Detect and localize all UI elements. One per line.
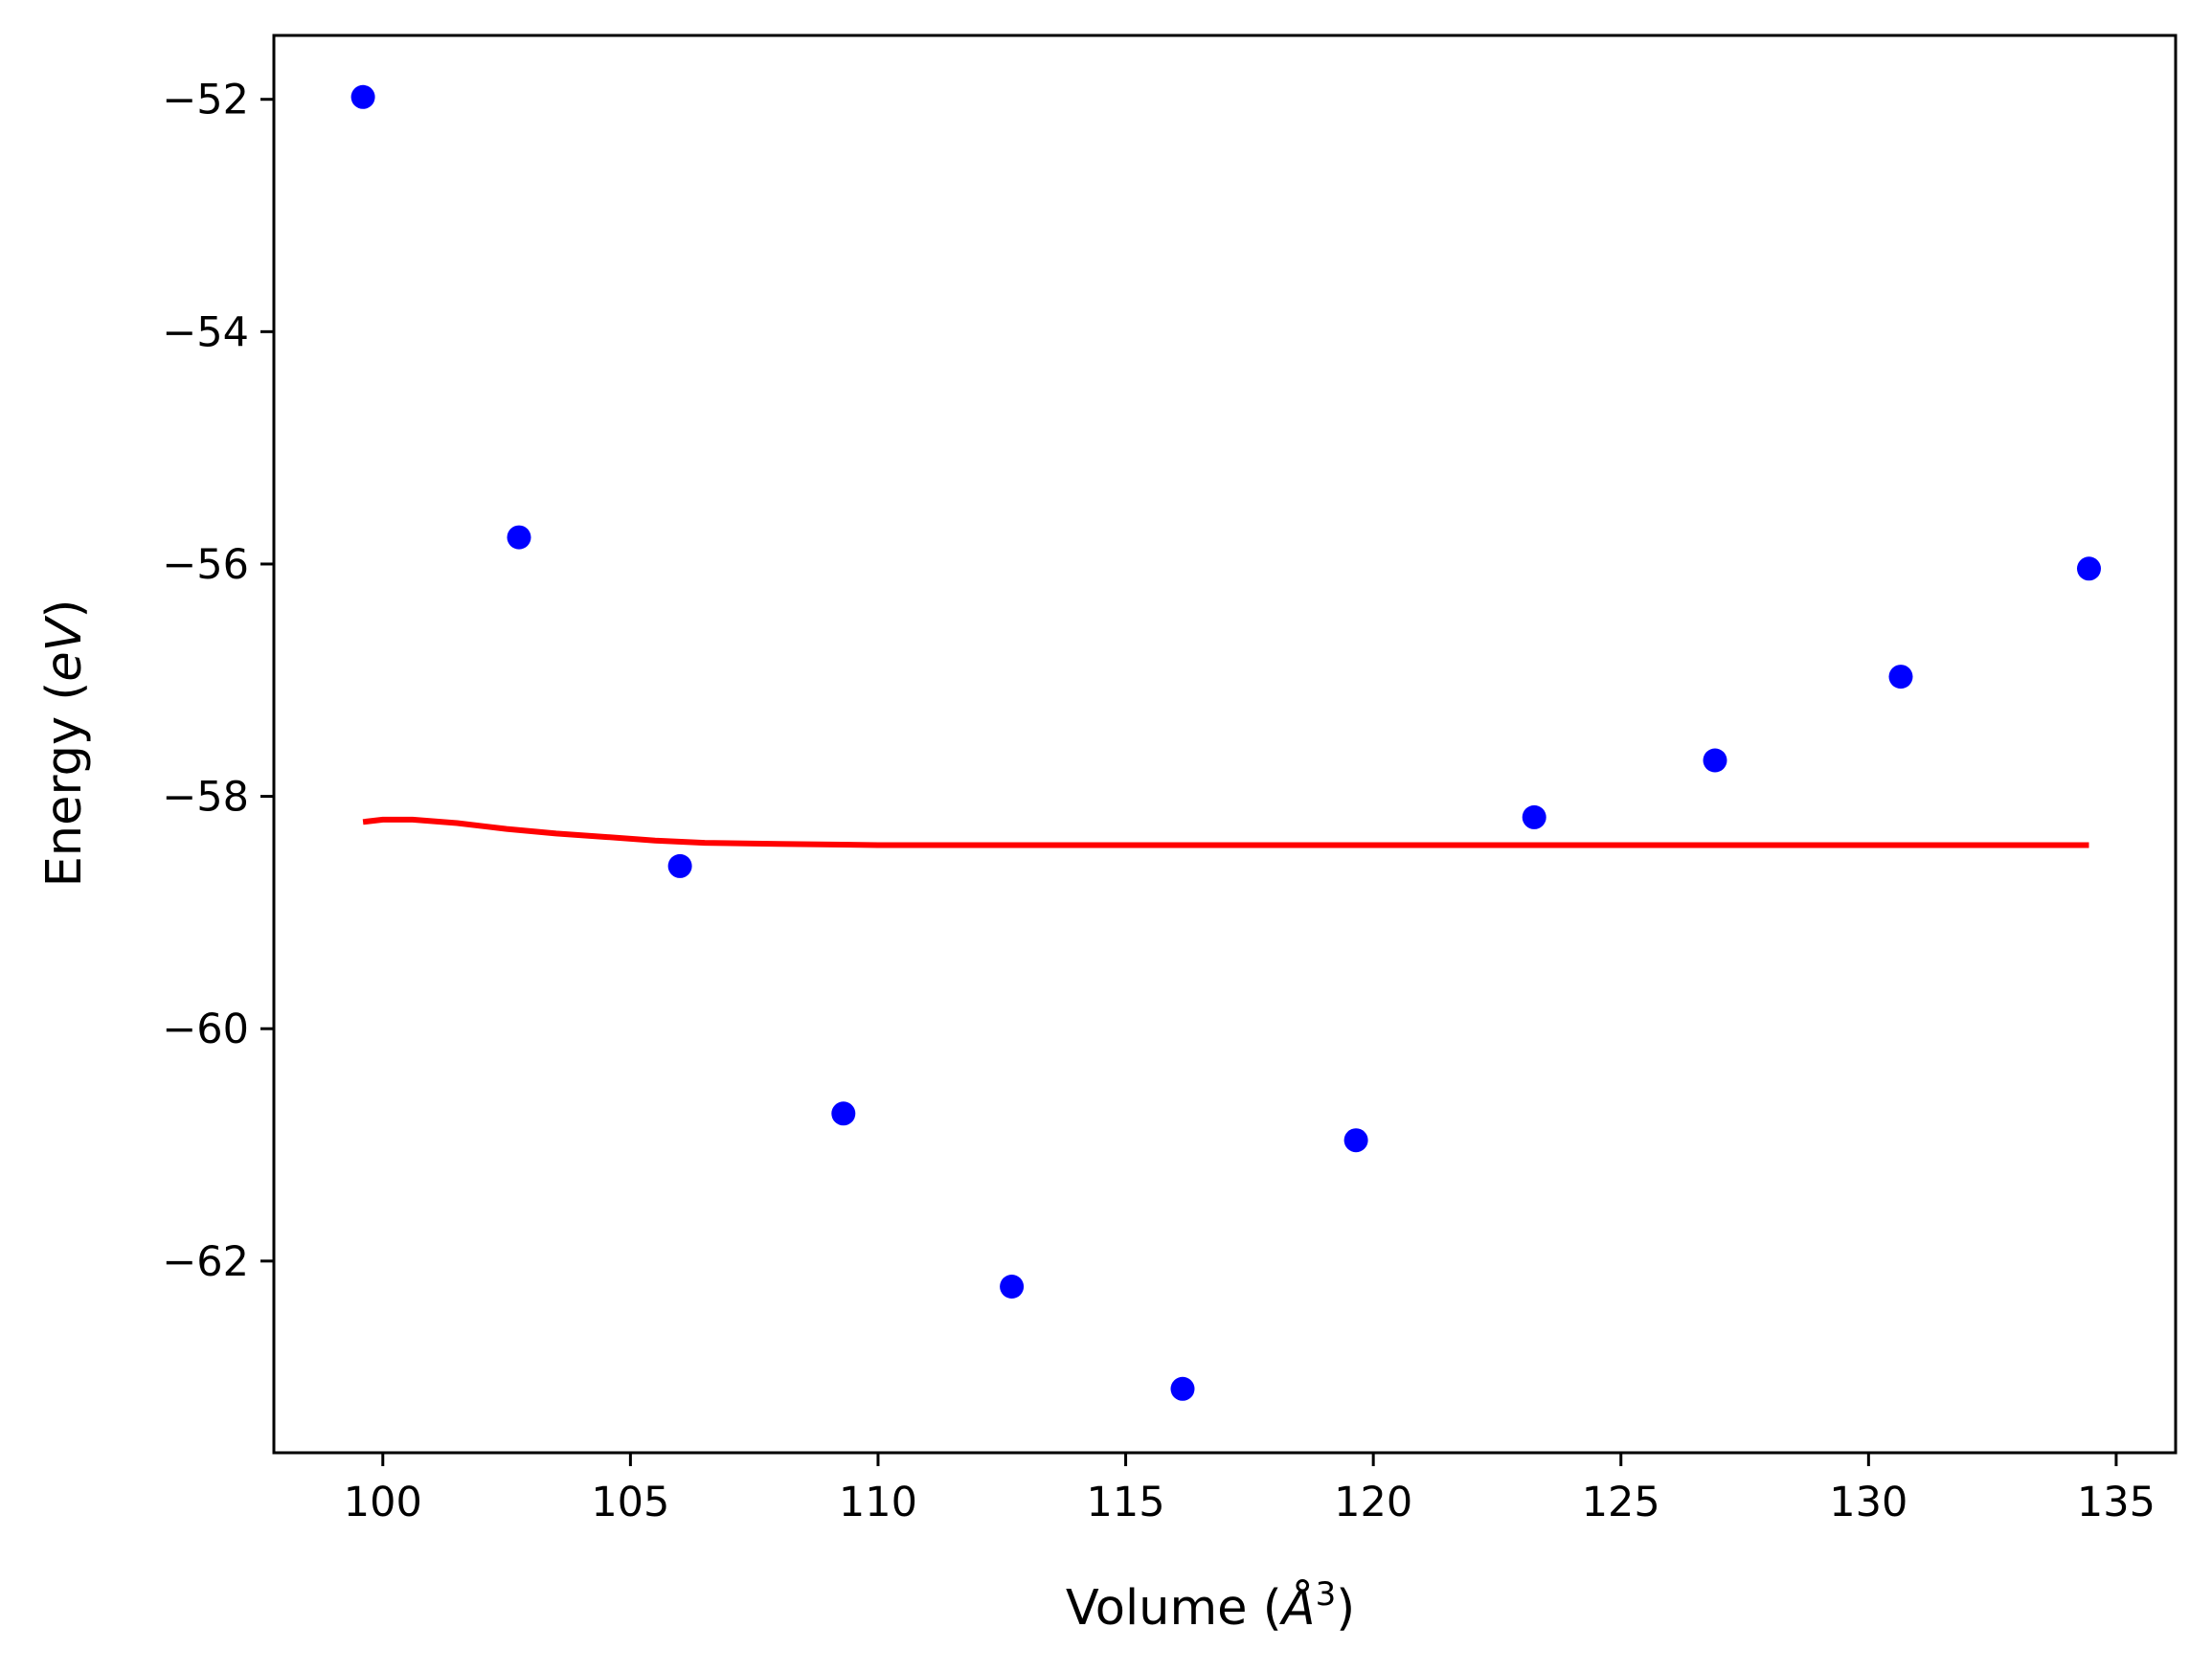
x-tick-label: 110 [839,1479,917,1526]
data-point [1888,665,1913,690]
plot-area [350,84,2101,1401]
x-tick-label: 125 [1582,1479,1660,1526]
data-point [2077,556,2101,581]
x-tick-label: 100 [344,1479,422,1526]
y-tick-label: −56 [162,541,249,589]
y-tick-label: −52 [162,77,249,124]
data-point [1703,748,1727,773]
y-tick-label: −60 [162,1006,249,1053]
y-tick-label: −62 [162,1238,249,1286]
data-point [350,84,375,109]
y-tick-label: −54 [162,308,249,356]
x-axis-label: Volume (Å3) [1066,1575,1355,1637]
data-point [1522,804,1546,829]
data-point [1000,1275,1025,1299]
x-tick-label: 130 [1829,1479,1907,1526]
axes-frame [272,34,2178,1455]
x-tick-label: 105 [591,1479,669,1526]
y-axis-label: Energy (eV) [36,599,93,888]
x-tick-label: 120 [1334,1479,1412,1526]
x-tick-label: 115 [1087,1479,1165,1526]
x-tick-label: 135 [2077,1479,2156,1526]
data-point [1343,1128,1368,1153]
data-point [507,525,531,550]
y-tick-label: −58 [162,774,249,822]
data-point [667,853,692,878]
ticks: 100 105 110 115 120 125 130 135 −52 −54 −56 −58 −60 −… [162,77,2156,1526]
fit-line [362,816,2089,848]
data-point [1170,1376,1195,1401]
data-point [831,1101,856,1126]
